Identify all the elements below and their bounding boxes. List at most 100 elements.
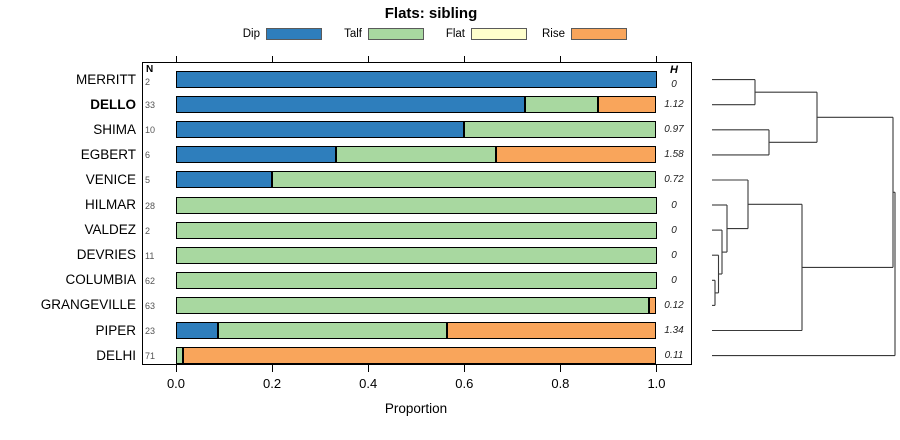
h-value: 0.11 [664,350,684,362]
h-value: 1.34 [664,325,684,336]
bar-row [176,221,657,239]
x-tick-bottom [271,365,273,372]
n-value: 2 [145,77,151,87]
bar-segment-rise [496,146,657,164]
category-label: DEVRIES [76,247,136,263]
n-value: 63 [145,300,156,311]
bar-segment-talf [336,146,497,164]
bar-segment-talf [272,171,657,189]
category-label: PIPER [95,322,136,338]
chart-title: Flats: sibling [384,5,478,22]
h-value: 1.12 [664,99,684,111]
bar-row [176,171,657,189]
bar-row [176,121,657,139]
bar-segment-dip [176,171,273,189]
legend-swatch-flat [471,28,527,40]
bar-row [176,196,657,214]
category-label: GRANGEVILLE [40,297,136,313]
h-value: 0 [671,224,677,236]
bar-segment-rise [447,322,657,339]
legend-item-rise: Rise [495,26,627,42]
bar-segment-talf [525,96,599,114]
category-label: VENICE [85,171,136,187]
x-axis-title: Proportion [384,401,448,416]
category-label: VALDEZ [84,222,136,238]
category-label: MERRITT [76,71,136,87]
x-tick-label: 0.2 [263,376,282,391]
bar-segment-talf [176,271,657,289]
h-value: 0 [671,79,677,90]
x-tick-bottom [463,365,465,372]
bar-segment-dip [176,146,336,164]
x-tick-label: 0.4 [359,376,378,391]
bar-segment-rise [182,347,657,365]
legend-label-talf: Talf [344,28,362,40]
n-value: 71 [145,351,156,362]
x-tick-top [656,56,657,62]
legend-label-flat: Flat [445,28,465,40]
bar-segment-talf [176,221,657,239]
x-tick-label: 0.6 [455,376,474,391]
h-value: 0.12 [664,299,684,311]
x-tick-bottom [175,365,177,372]
bar-row [176,296,657,314]
n-value: 5 [145,175,151,186]
n-value: 23 [145,326,156,336]
h-column-header: H [670,64,678,76]
legend-item-flat: Flat [395,26,527,42]
x-tick-top [559,56,561,62]
h-value: 0 [671,249,677,261]
bar-row [176,146,657,164]
x-tick-bottom [367,365,369,372]
bar-row [176,96,657,114]
h-value: 0 [671,274,677,286]
x-tick-bottom [559,365,561,372]
bar-row [176,246,657,264]
n-value: 6 [145,150,151,161]
category-label: SHIMA [93,121,136,137]
category-label: DELHI [96,347,136,363]
legend-swatch-dip [266,28,322,40]
n-value: 2 [145,225,151,236]
n-value: 28 [145,200,156,211]
x-tick-top [175,56,177,62]
n-value: 11 [145,250,155,261]
category-label: COLUMBIA [65,272,136,288]
x-tick-top [367,56,369,62]
bar-segment-talf [217,322,448,339]
bar-segment-rise [598,96,657,114]
bar-segment-rise [648,296,657,314]
bar-segment-talf [176,246,657,264]
x-tick-label: 1.0 [647,376,666,391]
legend-label-rise: Rise [541,28,565,40]
bar-row [176,71,657,89]
n-value: 33 [145,100,156,111]
category-label: EGBERT [80,146,136,162]
bar-segment-dip [176,71,657,89]
x-tick-label: 0.0 [166,376,186,391]
bar-row [176,271,657,289]
h-value: 0.97 [664,124,684,136]
x-tick-bottom [656,365,657,372]
bar-row [176,322,657,339]
x-tick-label: 0.8 [551,376,570,391]
legend-swatch-rise [571,28,627,40]
bar-segment-dip [176,121,465,139]
bar-segment-talf [464,121,657,139]
bar-segment-dip [176,322,218,339]
n-value: 62 [145,275,156,286]
n-value: 10 [145,125,156,136]
n-column-header: N [146,64,154,75]
legend-item-talf: Talf [292,26,424,42]
bar-segment-talf [176,347,183,365]
bar-row [176,347,657,365]
category-label: HILMAR [84,197,136,213]
legend-label-dip: Dip [242,28,260,40]
bar-segment-talf [176,196,657,214]
h-value: 1.58 [664,149,684,161]
h-value: 0 [671,199,677,211]
legend-item-dip: Dip [190,26,322,42]
legend-swatch-talf [368,28,424,40]
h-value: 0.72 [664,174,684,186]
